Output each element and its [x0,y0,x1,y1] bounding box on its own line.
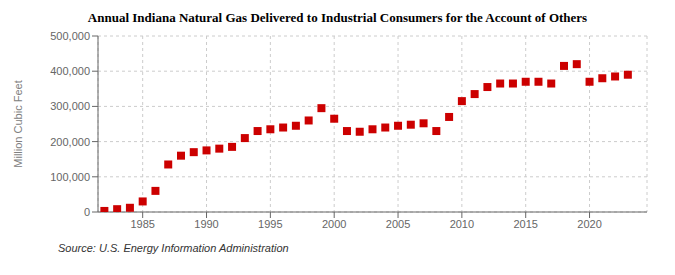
svg-text:200,000: 200,000 [50,136,90,148]
svg-text:400,000: 400,000 [50,65,90,77]
svg-text:2020: 2020 [577,218,601,230]
svg-text:2005: 2005 [386,218,410,230]
svg-text:0: 0 [84,206,90,218]
svg-text:1985: 1985 [130,218,154,230]
html-text:Annual Indiana Natural Gas Del: Annual Indiana Natural Gas Delivered to … [87,10,588,25]
svg-text:2010: 2010 [450,218,474,230]
svg-text:2015: 2015 [513,218,537,230]
svg-text:100,000: 100,000 [50,171,90,183]
html-text:Source: U.S. Energy Informatio: Source: U.S. Energy Information Administ… [58,242,289,254]
svg-text:1990: 1990 [194,218,218,230]
svg-text:300,000: 300,000 [50,100,90,112]
svg-text:2000: 2000 [322,218,346,230]
svg-text:1995: 1995 [258,218,282,230]
svg-text:500,000: 500,000 [50,30,90,42]
svg-text:Million Cubic Feet: Million Cubic Feet [12,80,24,167]
